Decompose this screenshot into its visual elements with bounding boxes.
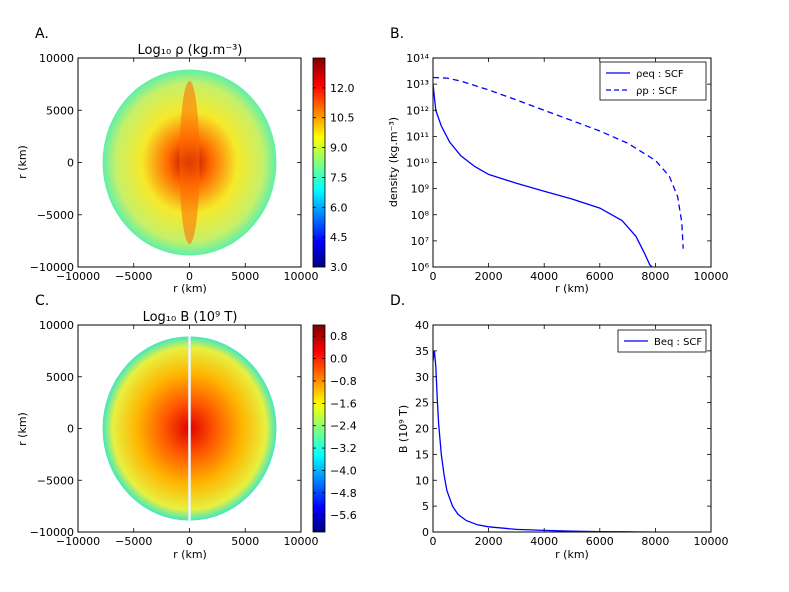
colorbar-tick-label: 7.5: [330, 171, 348, 184]
x-tick-label: 10000: [284, 535, 319, 548]
panel-d-ylabel: B (10⁹ T): [397, 405, 410, 453]
panel-a-density-map: Log₁₀ ρ (kg.m⁻³) −10000 −5000 0 5000 10000 −1…: [16, 43, 355, 295]
x-tick-label: −5000: [115, 270, 152, 283]
colorbar-tick-label: −1.6: [330, 397, 357, 410]
series-line: [433, 76, 684, 249]
y-tick-label: 0: [67, 423, 74, 436]
y-tick-label: 5: [422, 500, 429, 513]
panel-a-xlabel: r (km): [173, 282, 207, 295]
x-tick-label: 6000: [586, 535, 614, 548]
x-tick-label: 5000: [231, 270, 259, 283]
colorbar-tick-label: 10.5: [330, 112, 355, 125]
y-tick-label: 10¹²: [406, 104, 429, 117]
panel-d-legend: Beq : SCF: [617, 329, 707, 353]
colorbar-tick-label: 3.0: [330, 261, 348, 274]
x-tick-label: 6000: [586, 270, 614, 283]
colorbar-tick-label: 6.0: [330, 201, 348, 214]
panel-b-legend-eq: ρeq : SCF: [636, 69, 684, 80]
panel-a-core-streak: [179, 80, 200, 245]
panel-c-xlabel: r (km): [173, 548, 207, 561]
x-tick-label: 10000: [694, 270, 729, 283]
y-tick-label: 25: [415, 397, 429, 410]
y-tick-label: 10¹¹: [406, 130, 429, 143]
colorbar-tick-label: −2.4: [330, 420, 357, 433]
colorbar-tick-label: 0.0: [330, 353, 348, 366]
y-tick-label: 10⁸: [411, 209, 430, 222]
panel-d-legend-eq: Beq : SCF: [654, 337, 702, 348]
colorbar-tick-label: −4.0: [330, 464, 357, 477]
x-tick-label: −10000: [56, 270, 100, 283]
colorbar-tick-label: −3.2: [330, 442, 357, 455]
colorbar-tick-label: 9.0: [330, 142, 348, 155]
y-tick-label: 5000: [46, 104, 74, 117]
panel-c-colorbar: [312, 324, 326, 533]
y-tick-label: 35: [415, 345, 429, 358]
x-tick-label: 10000: [284, 270, 319, 283]
panel-b-xlabel: r (km): [555, 282, 589, 295]
x-tick-label: −5000: [115, 535, 152, 548]
x-tick-label: 0: [186, 535, 193, 548]
colorbar-tick-label: −0.8: [330, 375, 357, 388]
panel-a-letter: A.: [35, 26, 49, 42]
panel-b-legend-p: ρp : SCF: [636, 86, 678, 97]
panel-d-letter: D.: [390, 293, 405, 309]
panel-b-ylabel: density (kg.m⁻³): [387, 117, 400, 207]
colorbar-tick-label: 4.5: [330, 231, 348, 244]
y-tick-label: 10⁶: [411, 261, 430, 274]
panel-d-legend-box: [617, 329, 707, 353]
x-tick-label: 10000: [694, 535, 729, 548]
colorbar-tick-label: 12.0: [330, 82, 355, 95]
panel-c-field-map: Log₁₀ B (10⁹ T) −10000 −5000 0 5000 10000 −10…: [16, 310, 357, 561]
x-tick-label: 2000: [475, 270, 503, 283]
y-tick-label: 10000: [39, 319, 74, 332]
x-tick-label: 8000: [641, 535, 669, 548]
y-tick-label: 15: [415, 448, 429, 461]
panel-b-density-profile: 0 2000 4000 6000 8000 10000 10⁶ 10⁷ 10⁸ 10⁹ 10¹⁰ 10…: [387, 52, 729, 295]
y-tick-label: −5000: [37, 474, 74, 487]
x-tick-label: 8000: [641, 270, 669, 283]
y-tick-label: 0: [422, 526, 429, 539]
y-tick-label: 40: [415, 319, 429, 332]
y-tick-label: 5000: [46, 371, 74, 384]
panel-b-legend: ρeq : SCF ρp : SCF: [599, 61, 707, 101]
panel-a-title: Log₁₀ ρ (kg.m⁻³): [138, 43, 243, 58]
x-tick-label: 0: [430, 535, 437, 548]
panel-d-field-profile: 0 2000 4000 6000 8000 10000 0 5 10 15 20 25 30 35 40 r…: [397, 319, 729, 561]
y-tick-label: −10000: [30, 261, 74, 274]
x-tick-label: 5000: [231, 535, 259, 548]
panel-b-letter: B.: [390, 26, 404, 42]
y-tick-label: 10¹⁰: [406, 157, 429, 170]
panel-c-letter: C.: [35, 293, 49, 309]
y-tick-label: 0: [67, 157, 74, 170]
x-tick-label: −10000: [56, 535, 100, 548]
y-tick-label: 10⁹: [411, 183, 429, 196]
panel-d-xlabel: r (km): [555, 548, 589, 561]
panel-c-ylabel: r (km): [16, 412, 29, 446]
y-tick-label: −5000: [37, 209, 74, 222]
panel-d-frame: [432, 324, 712, 533]
colorbar-tick-label: −5.6: [330, 509, 357, 522]
y-tick-label: 20: [415, 423, 429, 436]
y-tick-label: −10000: [30, 526, 74, 539]
series-line: [433, 84, 653, 267]
colorbar-tick-label: 0.8: [330, 330, 348, 343]
y-tick-label: 10: [415, 474, 429, 487]
panel-a-ylabel: r (km): [16, 145, 29, 179]
y-tick-label: 30: [415, 371, 429, 384]
x-tick-label: 4000: [530, 535, 558, 548]
x-tick-label: 0: [186, 270, 193, 283]
series-line: [433, 350, 650, 532]
panel-c-title: Log₁₀ B (10⁹ T): [143, 310, 238, 325]
panel-b-legend-box: [599, 61, 707, 101]
x-tick-label: 2000: [475, 535, 503, 548]
colorbar-tick-label: −4.8: [330, 487, 357, 500]
panel-a-colorbar: [312, 57, 326, 268]
y-tick-label: 10¹³: [406, 78, 429, 91]
y-tick-label: 10⁷: [411, 235, 429, 248]
y-tick-label: 10000: [39, 52, 74, 65]
x-tick-label: 0: [430, 270, 437, 283]
x-tick-label: 4000: [530, 270, 558, 283]
y-tick-label: 10¹⁴: [406, 52, 429, 65]
